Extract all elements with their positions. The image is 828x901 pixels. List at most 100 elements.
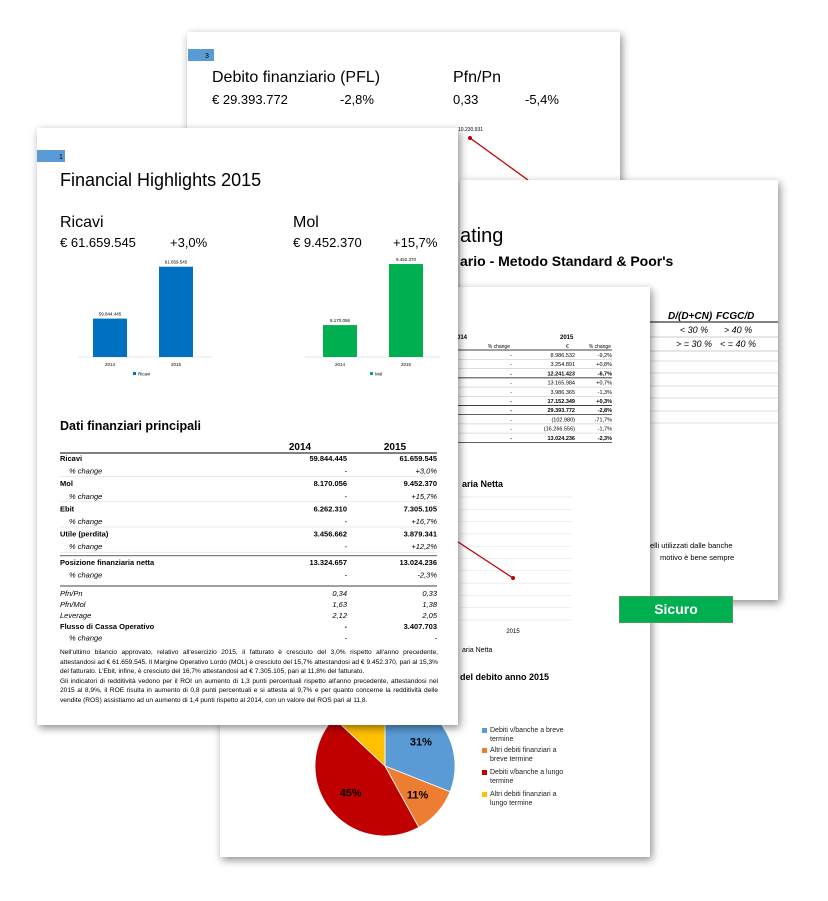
cell: 2,05	[421, 611, 437, 620]
cell: -71,7%	[595, 417, 613, 423]
rating-title: ating	[460, 225, 503, 247]
cell: -	[345, 634, 348, 643]
row-label: Ricavi	[60, 454, 82, 463]
cell: 61.659.545	[399, 454, 437, 463]
cell: 6.262.310	[314, 504, 347, 513]
cell: 17.152.349	[547, 399, 575, 405]
page-1: 1 Financial Highlights 2015 Ricavi € 61.659…	[37, 128, 458, 725]
col-header: 2015	[384, 442, 407, 453]
col-header: D/(D+CN)	[668, 311, 713, 322]
cell: > 40 %	[724, 325, 752, 335]
cell: (16.266.556)	[544, 427, 575, 433]
row-label: Leverage	[60, 611, 91, 620]
slice-label: 11%	[407, 790, 429, 802]
cell: 0,33	[422, 589, 437, 598]
legend-swatch	[482, 792, 487, 797]
cell: +0,8%	[596, 362, 612, 368]
bar	[323, 325, 357, 357]
chart-title: del debito anno 2015	[460, 672, 549, 682]
cell: -	[345, 467, 348, 476]
row-label: % change	[69, 517, 102, 526]
row-label: % change	[69, 467, 102, 476]
cell: 3.407.703	[404, 622, 437, 631]
cell: 8.986.532	[551, 353, 575, 359]
row-label: Posizione finanziaria netta	[60, 558, 155, 567]
kpi-label: Pfn/Pn	[453, 69, 501, 86]
cell: -	[435, 634, 438, 643]
cell: -	[510, 362, 512, 368]
pie-slice	[314, 717, 420, 837]
badge	[37, 150, 65, 162]
kpi-label: Ricavi	[60, 214, 104, 231]
legend-swatch	[133, 372, 136, 375]
legend-label: Debiti v/banche a lungo termine	[490, 769, 564, 785]
row-label: % change	[69, 542, 102, 551]
cell: -	[510, 399, 512, 405]
cell: -	[510, 381, 512, 387]
col-header: 2014	[289, 442, 312, 453]
cell: 29.393.772	[547, 408, 575, 414]
chart-title: aria Netta	[462, 479, 504, 489]
cell: 1,63	[332, 600, 347, 609]
legend-swatch	[482, 728, 487, 733]
kpi-change: -2,8%	[340, 92, 374, 107]
cell: -1,7%	[598, 427, 612, 433]
legend-swatch	[482, 770, 487, 775]
cell: 2,12	[331, 611, 347, 620]
cell: -9,2%	[598, 353, 612, 359]
cell: 0,34	[332, 589, 347, 598]
bar-label: 9.452.370	[396, 257, 417, 262]
cell: -	[510, 408, 512, 414]
rating-subtitle: ario - Metodo Standard & Poor's	[460, 253, 674, 269]
cell: -	[510, 436, 512, 442]
cell: -	[510, 371, 512, 377]
cell: 3.456.662	[314, 530, 347, 539]
kpi-value: € 9.452.370	[293, 235, 362, 250]
legend-label: Mol	[375, 372, 382, 377]
bar-label: 8.170.056	[330, 318, 351, 323]
bar	[93, 318, 127, 357]
legend-swatch	[370, 372, 373, 375]
cell: -6,7%	[598, 371, 612, 377]
cell: -	[510, 390, 512, 396]
cell: (102.980)	[551, 417, 575, 423]
cell: -2,3%	[598, 436, 612, 442]
row-label: Utile (perdita)	[60, 530, 109, 539]
cell: 3.879.341	[404, 530, 437, 539]
cell: -	[345, 517, 348, 526]
legend-label: Debiti v/banche a breve termine	[490, 727, 564, 743]
kpi-label: Debito finanziario (PFL)	[212, 69, 380, 86]
col-header: 2015	[560, 335, 574, 341]
body-text: motivo è bene sempre	[660, 553, 734, 562]
x-tick-label: 2014	[335, 362, 346, 367]
badge-number: 1	[59, 154, 63, 161]
bar-label: 59.844.445	[99, 312, 122, 317]
cell: -	[510, 353, 512, 359]
col-header: FCGC/D	[716, 311, 754, 322]
badge-number: 3	[205, 53, 209, 60]
badge	[188, 49, 214, 61]
cell: < 30 %	[680, 325, 708, 335]
section-title: Dati finanziari principali	[60, 419, 201, 433]
cell: -	[345, 622, 348, 631]
chart-label: 10.230.931	[458, 127, 483, 133]
cell: +15,7%	[411, 492, 437, 501]
cell: -2,3%	[417, 570, 437, 579]
kpi-change: +3,0%	[170, 235, 208, 250]
cell: 13.024.236	[547, 436, 575, 442]
row-label: % change	[69, 570, 102, 579]
legend-label: aria Netta	[462, 647, 492, 654]
cell: 59.844.445	[309, 454, 347, 463]
kpi-change: -5,4%	[525, 92, 559, 107]
kpi-value: € 61.659.545	[60, 235, 136, 250]
cell: -	[510, 417, 512, 423]
bar	[389, 264, 423, 357]
cell: +3,0%	[416, 467, 438, 476]
cell: 13.165.984	[547, 381, 575, 387]
cell: 3.986.365	[551, 390, 575, 396]
trend-dot	[511, 576, 515, 580]
legend-label: Ricavi	[138, 372, 150, 377]
kpi-change: +15,7%	[393, 235, 438, 250]
cell: 7.305.105	[404, 504, 437, 513]
row-label: Pfn/Pn	[60, 589, 83, 598]
